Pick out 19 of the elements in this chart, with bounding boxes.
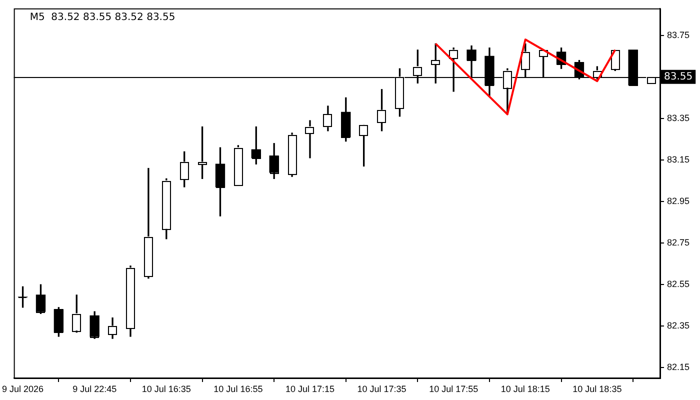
x-tick-label: 10 Jul 17:55 (429, 384, 478, 394)
x-tick-label: 10 Jul 17:15 (285, 384, 335, 394)
x-tick-label: 10 Jul 17:35 (357, 384, 406, 394)
x-tick-label: 9 Jul 2026 (2, 384, 44, 394)
y-tick-label: 82.55 (667, 279, 690, 290)
chart-title: M5 83.52 83.55 83.52 83.55 (30, 12, 176, 23)
y-tick-label: 83.15 (667, 154, 690, 164)
y-tick-label: 82.15 (667, 362, 690, 372)
y-tick-label: 82.35 (667, 320, 690, 331)
y-tick-label: 82.75 (667, 238, 690, 248)
x-tick-label: 10 Jul 18:35 (572, 384, 622, 394)
ref-line-label: 83.55 (664, 72, 693, 83)
y-tick-label: 83.35 (667, 112, 690, 123)
x-tick-label: 10 Jul 18:15 (500, 384, 550, 394)
y-tick-label: 82.95 (667, 196, 690, 206)
x-tick-label: 10 Jul 16:55 (214, 384, 263, 394)
x-tick-label: 10 Jul 16:35 (142, 384, 191, 394)
x-tick-label: 9 Jul 22:45 (72, 384, 117, 394)
y-tick-label: 83.75 (667, 30, 690, 40)
